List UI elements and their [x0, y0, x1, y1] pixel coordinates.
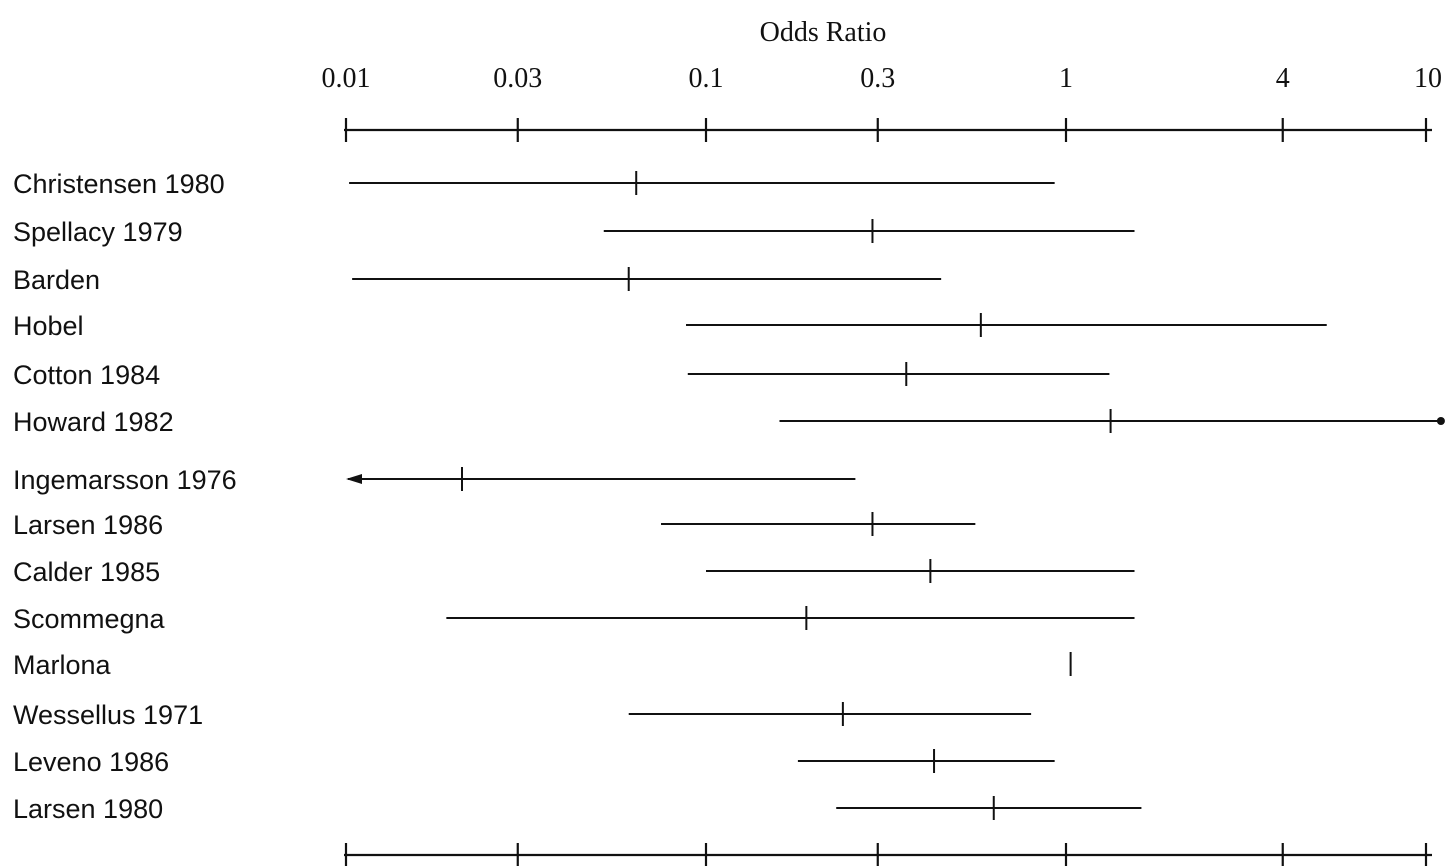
tick-label-2: 0.1	[689, 63, 724, 94]
study-label: Larsen 1980	[13, 794, 163, 824]
study-label: Howard 1982	[13, 407, 174, 437]
study-row	[352, 267, 942, 291]
top-axis	[344, 118, 1432, 142]
study-row	[687, 362, 1110, 386]
bottom-axis	[344, 843, 1432, 866]
study-row	[661, 512, 976, 536]
x-axis-title: Odds Ratio	[760, 17, 887, 48]
tick-label-3: 0.3	[860, 63, 895, 94]
study-labels: Christensen 1980 Spellacy 1979 Barden Hobel…	[13, 169, 237, 824]
study-row	[349, 171, 1055, 195]
study-label: Leveno 1986	[13, 747, 169, 777]
study-row	[346, 467, 856, 491]
study-row	[706, 559, 1135, 583]
tick-label-6: 10	[1414, 63, 1442, 94]
study-label: Wessellus 1971	[13, 700, 203, 730]
study-label: Barden	[13, 265, 100, 295]
left-arrow	[346, 474, 362, 484]
study-row	[686, 313, 1327, 337]
study-row	[779, 409, 1445, 433]
tick-label-5: 4	[1276, 63, 1290, 94]
tick-label-1: 0.03	[493, 63, 542, 94]
study-label: Larsen 1986	[13, 510, 163, 540]
tick-label-0: 0.01	[322, 63, 371, 94]
study-label: Cotton 1984	[13, 360, 160, 390]
study-label: Spellacy 1979	[13, 217, 183, 247]
study-row	[797, 749, 1055, 773]
study-label: Calder 1985	[13, 557, 160, 587]
study-label: Hobel	[13, 311, 84, 341]
study-row	[446, 606, 1135, 630]
study-label: Christensen 1980	[13, 169, 225, 199]
tick-labels: 0.01 0.03 0.1 0.3 1 4 10	[322, 63, 1443, 94]
study-bars	[346, 171, 1445, 820]
tick-label-4: 1	[1059, 63, 1073, 94]
study-row	[603, 219, 1135, 243]
study-label: Ingemarsson 1976	[13, 465, 237, 495]
study-label: Scommegna	[13, 604, 166, 634]
study-row	[628, 702, 1032, 726]
study-row	[836, 796, 1142, 820]
study-label: Marlona	[13, 650, 112, 680]
right-end-marker	[1436, 417, 1445, 425]
